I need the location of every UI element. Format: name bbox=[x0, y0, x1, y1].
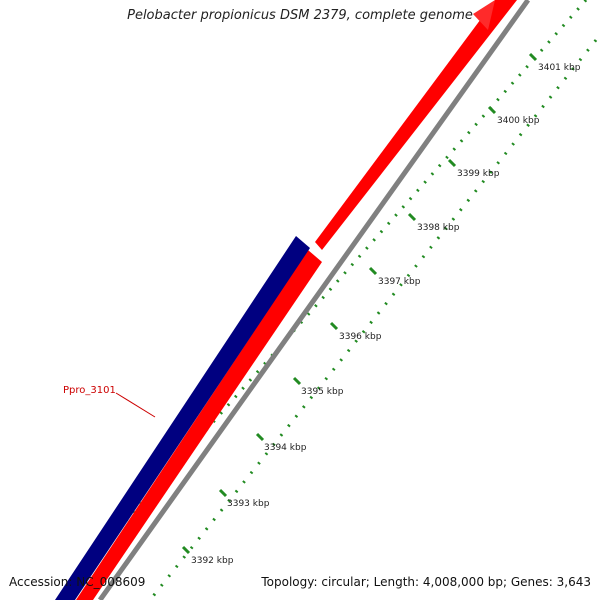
genome-backbone bbox=[97, 0, 531, 600]
ruler-major-tick bbox=[528, 52, 538, 62]
ruler-label-3399: 3399 kbp bbox=[457, 169, 500, 179]
gene-label-leader bbox=[115, 392, 156, 418]
ruler-label-3392: 3392 kbp bbox=[191, 556, 234, 566]
ruler-label-3395: 3395 kbp bbox=[301, 387, 344, 397]
forward-gene-upper bbox=[315, 0, 517, 250]
ruler-major-tick bbox=[218, 488, 228, 498]
ruler-label-3393: 3393 kbp bbox=[227, 499, 270, 509]
ruler-label-3401: 3401 kbp bbox=[538, 63, 581, 73]
topology-summary-text: Topology: circular; Length: 4,008,000 bp… bbox=[261, 575, 591, 589]
ruler-major-tick bbox=[487, 105, 497, 115]
ruler-label-3400: 3400 kbp bbox=[497, 116, 540, 126]
ruler-label-3394: 3394 kbp bbox=[264, 443, 307, 453]
ruler-major-tick bbox=[447, 158, 457, 168]
reverse-gene-ppro-3101 bbox=[55, 236, 310, 600]
forward-gene-arrow-tip bbox=[473, 0, 495, 30]
forward-gene-lower bbox=[76, 250, 322, 600]
map-title: Pelobacter propionicus DSM 2379, complet… bbox=[127, 8, 473, 23]
ruler-label-3397: 3397 kbp bbox=[378, 277, 421, 287]
ruler-major-tick bbox=[292, 376, 302, 386]
ruler-major-tick bbox=[255, 432, 265, 442]
outer-tick-track bbox=[54, 0, 588, 600]
ruler-major-ticks bbox=[181, 52, 538, 555]
accession-text: Accession: NC_008609 bbox=[9, 575, 146, 589]
ruler-label-3396: 3396 kbp bbox=[339, 332, 382, 342]
ruler-major-tick bbox=[368, 266, 378, 276]
gene-label-ppro-3101[interactable]: Ppro_3101 bbox=[63, 385, 116, 396]
ruler-major-tick bbox=[407, 212, 417, 222]
ruler-major-tick bbox=[329, 321, 339, 331]
ruler-major-tick bbox=[181, 545, 191, 555]
ruler-label-3398: 3398 kbp bbox=[417, 223, 460, 233]
